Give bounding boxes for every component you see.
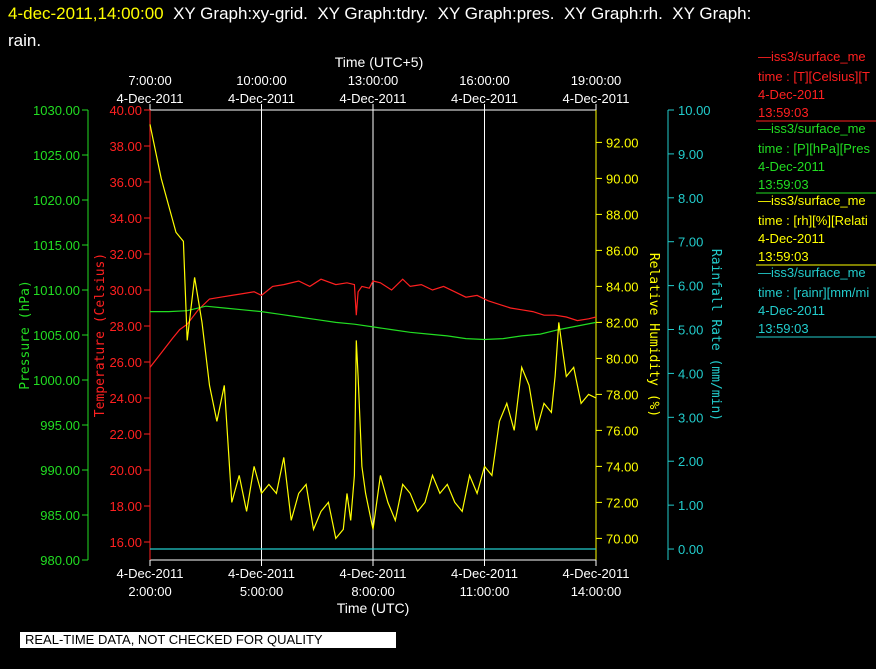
legend-entry-detail-2: time : [P][hPa][Pres — [758, 141, 870, 156]
pressure-tick-label-6: 1005.00 — [33, 328, 80, 343]
rain-tick-label-10: 9.00 — [678, 147, 703, 162]
x-bottom-tick-date-3: 4-Dec-2011 — [340, 566, 407, 581]
legend-entry-name-3: —iss3/surface_me — [758, 193, 866, 208]
temperature-tick-label-11: 36.00 — [109, 175, 142, 190]
temperature-tick-label-2: 18.00 — [109, 499, 142, 514]
rain-tick-label-8: 7.00 — [678, 235, 703, 250]
legend-entry-detail-3: time : [rh][%][Relati — [758, 213, 868, 228]
rain-tick-label-9: 8.00 — [678, 191, 703, 206]
x-bottom-tick-time-5: 14:00:00 — [571, 584, 622, 599]
rain-tick-label-11: 10.00 — [678, 103, 711, 118]
pressure-tick-label-11: 1030.00 — [33, 103, 80, 118]
page-title-line1: 4-dec-2011,14:00:00 XY Graph:xy-grid. XY… — [8, 4, 751, 24]
legend-entry-name-1: —iss3/surface_me — [758, 49, 866, 64]
pressure-tick-label-10: 1025.00 — [33, 148, 80, 163]
x-bottom-tick-time-1: 2:00:00 — [128, 584, 171, 599]
pressure-tick-label-4: 995.00 — [40, 418, 80, 433]
x-top-tick-time-3: 13:00:00 — [348, 73, 399, 88]
x-bottom-tick-date-1: 4-Dec-2011 — [117, 566, 184, 581]
legend-entry-detail-4: time : [rainr][mm/mi — [758, 285, 869, 300]
rain-tick-label-3: 2.00 — [678, 454, 703, 469]
humidity-tick-label-2: 72.00 — [606, 495, 639, 510]
x-bottom-tick-date-5: 4-Dec-2011 — [563, 566, 630, 581]
humidity-tick-label-10: 88.00 — [606, 207, 639, 222]
humidity-tick-label-4: 76.00 — [606, 423, 639, 438]
legend-entry-date-2: 4-Dec-2011 — [758, 159, 825, 174]
temperature-tick-label-1: 16.00 — [109, 535, 142, 550]
x-top-tick-time-1: 7:00:00 — [128, 73, 171, 88]
x-top-tick-date-3: 4-Dec-2011 — [340, 91, 407, 106]
temperature-tick-label-10: 34.00 — [109, 211, 142, 226]
humidity-tick-label-1: 70.00 — [606, 531, 639, 546]
humidity-tick-label-8: 84.00 — [606, 279, 639, 294]
x-bottom-tick-date-2: 4-Dec-2011 — [228, 566, 295, 581]
pressure-tick-label-7: 1010.00 — [33, 283, 80, 298]
pressure-tick-label-3: 990.00 — [40, 463, 80, 478]
pressure-axis-label: Pressure (hPa) — [18, 280, 33, 390]
temperature-tick-label-9: 32.00 — [109, 247, 142, 262]
x-bottom-tick-time-2: 5:00:00 — [240, 584, 283, 599]
legend-entry-time-1: 13:59:03 — [758, 105, 809, 120]
humidity-tick-label-3: 74.00 — [606, 459, 639, 474]
x-bottom-axis-label: Time (UTC) — [337, 600, 410, 616]
rain-tick-label-5: 4.00 — [678, 366, 703, 381]
legend-entry-date-3: 4-Dec-2011 — [758, 231, 825, 246]
humidity-tick-label-6: 80.00 — [606, 351, 639, 366]
x-top-tick-time-4: 16:00:00 — [459, 73, 510, 88]
pressure-tick-label-5: 1000.00 — [33, 373, 80, 388]
legend-entry-name-4: —iss3/surface_me — [758, 265, 866, 280]
series-line-temperature — [149, 278, 597, 368]
rain-tick-label-1: 0.00 — [678, 542, 703, 557]
legend-entry-time-2: 13:59:03 — [758, 177, 809, 192]
x-top-tick-date-5: 4-Dec-2011 — [563, 91, 630, 106]
rain-tick-label-6: 5.00 — [678, 323, 703, 338]
rain-tick-label-7: 6.00 — [678, 279, 703, 294]
x-bottom-tick-time-4: 11:00:00 — [460, 584, 510, 599]
x-top-tick-date-4: 4-Dec-2011 — [451, 91, 518, 106]
x-top-tick-date-2: 4-Dec-2011 — [228, 91, 295, 106]
page-title-line2: rain. — [8, 31, 42, 50]
legend-entry-time-3: 13:59:03 — [758, 249, 809, 264]
legend-entry-time-4: 13:59:03 — [758, 321, 809, 336]
legend-entry-date-1: 4-Dec-2011 — [758, 87, 825, 102]
humidity-tick-label-9: 86.00 — [606, 243, 639, 258]
rain-tick-label-4: 3.00 — [678, 410, 703, 425]
page-title-text: XY Graph:xy-grid. XY Graph:tdry. XY Grap… — [163, 4, 752, 23]
pressure-tick-label-9: 1020.00 — [33, 193, 80, 208]
rain-tick-label-2: 1.00 — [678, 498, 703, 513]
x-bottom-tick-date-4: 4-Dec-2011 — [451, 566, 518, 581]
x-top-axis-label: Time (UTC+5) — [335, 54, 424, 70]
rain-axis-label: Rainfall Rate (mm/min) — [708, 249, 723, 421]
temperature-axis-label: Temperature (Celsius) — [93, 253, 108, 417]
humidity-tick-label-12: 92.00 — [606, 135, 639, 150]
humidity-axis-label: Relative Humidity (%) — [646, 253, 661, 417]
temperature-tick-label-6: 26.00 — [109, 355, 142, 370]
temperature-tick-label-12: 38.00 — [109, 139, 142, 154]
humidity-tick-label-5: 78.00 — [606, 387, 639, 402]
series-line-pressure — [150, 305, 597, 341]
legend-entry-name-2: —iss3/surface_me — [758, 121, 866, 136]
legend-entry-detail-1: time : [T][Celsius][T — [758, 69, 870, 84]
temperature-tick-label-7: 28.00 — [109, 319, 142, 334]
x-bottom-tick-time-3: 8:00:00 — [351, 584, 394, 599]
temperature-tick-label-4: 22.00 — [109, 427, 142, 442]
quality-notice: REAL-TIME DATA, NOT CHECKED FOR QUALITY — [20, 632, 396, 648]
temperature-tick-label-8: 30.00 — [109, 283, 142, 298]
humidity-tick-label-11: 90.00 — [606, 171, 639, 186]
x-top-tick-time-2: 10:00:00 — [236, 73, 287, 88]
page-timestamp: 4-dec-2011,14:00:00 — [8, 4, 164, 23]
temperature-tick-label-5: 24.00 — [109, 391, 142, 406]
legend-entry-date-4: 4-Dec-2011 — [758, 303, 825, 318]
temperature-tick-label-13: 40.00 — [109, 103, 142, 118]
series-line-relative-humidity — [149, 124, 597, 540]
pressure-tick-label-8: 1015.00 — [33, 238, 80, 253]
x-top-tick-time-5: 19:00:00 — [571, 73, 622, 88]
pressure-tick-label-1: 980.00 — [40, 553, 80, 568]
x-top-tick-date-1: 4-Dec-2011 — [117, 91, 184, 106]
temperature-tick-label-3: 20.00 — [109, 463, 142, 478]
humidity-tick-label-7: 82.00 — [606, 315, 639, 330]
pressure-tick-label-2: 985.00 — [40, 508, 80, 523]
